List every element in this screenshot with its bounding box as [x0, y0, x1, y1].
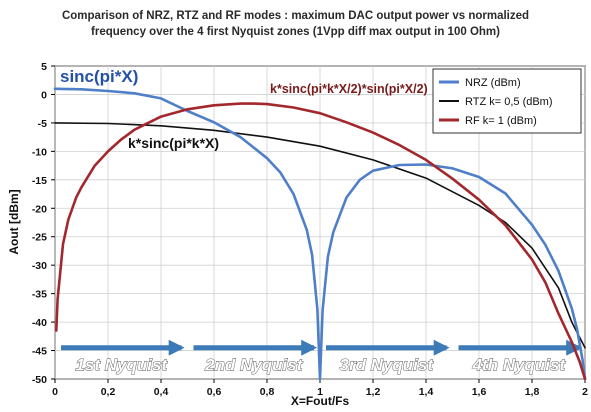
y-tick-label: 0: [41, 89, 47, 101]
y-tick-label: -40: [32, 317, 47, 329]
legend-label-nrz: NRZ (dBm): [465, 77, 521, 89]
x-tick-label: 1: [317, 386, 323, 398]
series-lines: [53, 87, 587, 381]
chart-title-line-1: Comparison of NRZ, RTZ and RF modes : ma…: [61, 10, 530, 22]
nyquist-zones: 1st Nyquist 2nd Nyquist 3rd Nyquist 4th Nyq…: [61, 339, 583, 375]
y-tick-label: -35: [32, 289, 47, 301]
y-tick-label: -25: [32, 232, 47, 244]
series-line-rf: [54, 102, 587, 381]
nyquist-zone-label: 4th Nyquist: [471, 355, 566, 374]
y-tick-label: -15: [32, 175, 47, 187]
x-tick-label: 0,8: [260, 386, 275, 398]
annotation-sinc: sinc(pi*X): [60, 67, 138, 86]
x-tick-label: 1,2: [366, 386, 381, 398]
x-axis-ticks: 0 0,2 0,4 0,6 0,8 1 1,2 1,4 1,6 1,8 2: [52, 379, 588, 398]
y-tick-label: -10: [32, 146, 47, 158]
series-line-rtz: [54, 122, 586, 349]
legend: NRZ (dBm) RTZ k= 0,5 (dBm) RF k= 1 (dBm): [432, 68, 582, 134]
y-tick-label: -20: [32, 203, 47, 215]
x-tick-label: 1,4: [419, 386, 434, 398]
x-axis-label: X=Fout/Fs: [291, 394, 350, 408]
x-tick-label: 0,2: [101, 386, 116, 398]
nyquist-zone-label: 1st Nyquist: [75, 355, 168, 374]
y-tick-label: -45: [32, 346, 47, 358]
x-tick-label: 1,8: [525, 386, 540, 398]
y-axis-ticks: 5 0 -5 -10 -15 -20 -25 -30 -35 -40 -45 -50: [32, 61, 55, 386]
x-tick-label: 2: [582, 386, 588, 398]
y-axis-label: Aout [dBm]: [7, 189, 21, 254]
annotation-rf-formula: k*sinc(pi*k*X/2)*sin(pi*X/2): [270, 82, 428, 96]
nyquist-zone-label: 3rd Nyquist: [339, 355, 434, 374]
legend-label-rf: RF k= 1 (dBm): [465, 115, 537, 127]
annotation-k-sinc: k*sinc(pi*k*X): [128, 135, 219, 151]
x-tick-label: 0,4: [154, 386, 169, 398]
y-tick-label: -5: [38, 118, 47, 130]
x-tick-label: 0: [52, 386, 58, 398]
y-tick-label: 5: [41, 61, 47, 73]
y-tick-label: -30: [32, 260, 47, 272]
chart-title-line-2: frequency over the 4 first Nyquist zones…: [91, 26, 500, 38]
y-tick-label: -50: [32, 374, 47, 386]
x-tick-label: 0,6: [207, 386, 222, 398]
x-tick-label: 1,6: [472, 386, 487, 398]
legend-label-rtz: RTZ k= 0,5 (dBm): [465, 96, 553, 108]
chart-title: Comparison of NRZ, RTZ and RF modes : ma…: [0, 8, 591, 40]
nyquist-zone-label: 2nd Nyquist: [204, 355, 304, 374]
series-line-nrz: [53, 87, 587, 381]
